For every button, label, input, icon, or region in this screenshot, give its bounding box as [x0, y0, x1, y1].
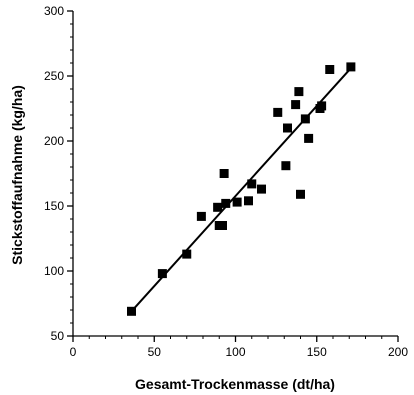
y-tick-label: 200	[44, 134, 64, 148]
x-tick-label: 200	[388, 345, 408, 359]
y-tick-label: 150	[44, 199, 64, 213]
tick-labels: 0 50 100 150 200 50 100 150 200 250 300	[44, 4, 408, 359]
data-point	[244, 196, 253, 206]
data-point	[346, 62, 356, 72]
regression-line	[130, 67, 352, 312]
data-points	[127, 62, 356, 316]
data-point	[291, 100, 301, 110]
axes	[67, 10, 399, 342]
data-point	[304, 133, 314, 143]
data-point	[127, 306, 136, 316]
data-point	[281, 161, 291, 171]
data-point	[218, 221, 227, 230]
data-point	[273, 107, 283, 117]
x-tick-label: 100	[225, 345, 245, 359]
data-point	[300, 114, 310, 124]
y-axis-title: Stickstoffaufnahme (kg/ha)	[9, 85, 25, 265]
y-tick-label: 50	[51, 329, 65, 343]
x-tick-label: 50	[148, 345, 162, 359]
x-tick-label: 150	[307, 345, 327, 359]
data-point	[317, 101, 327, 111]
data-point	[232, 197, 242, 207]
x-tick-label: 0	[70, 345, 77, 359]
x-axis-title: Gesamt-Trockenmasse (dt/ha)	[135, 376, 335, 392]
data-point	[283, 123, 292, 133]
data-point	[247, 179, 257, 189]
data-point	[257, 184, 266, 194]
data-point	[182, 249, 192, 259]
y-tick-label: 250	[44, 69, 64, 83]
data-point	[221, 198, 231, 208]
data-point	[296, 189, 305, 199]
data-point	[196, 211, 206, 221]
y-tick-label: 300	[44, 4, 64, 18]
data-point	[325, 65, 335, 74]
data-point	[213, 202, 223, 212]
data-point	[219, 169, 229, 178]
fit-line-group	[130, 67, 352, 312]
data-point	[157, 269, 167, 279]
data-point	[294, 87, 304, 97]
y-tick-label: 100	[44, 264, 64, 278]
